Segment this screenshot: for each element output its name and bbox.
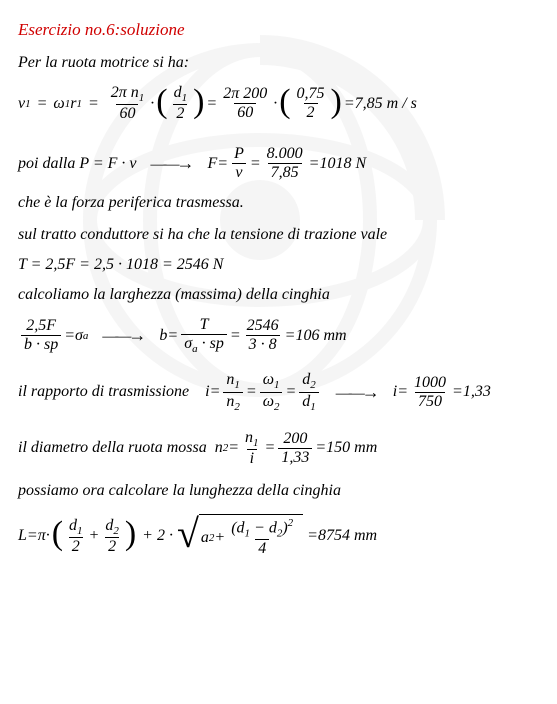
equation-T: T = 2,5F = 2,5 · 1018 = 2546 N	[18, 256, 539, 274]
arrow-icon	[151, 153, 194, 174]
paragraph-7: possiamo ora calcolare la lunghezza dell…	[18, 482, 539, 500]
equation-width: 2,5Fb · sp = σa b = Tσa · sp = 25463 · 8…	[18, 316, 539, 355]
paragraph-1: Per la ruota motrice si ha:	[18, 54, 539, 72]
paragraph-4: calcoliamo la larghezza (massima) della …	[18, 286, 539, 304]
paragraph-3: sul tratto conduttore si ha che la tensi…	[18, 226, 539, 244]
equation-power: poi dalla P = F · v F = Pv = 8.0007,85 =…	[18, 145, 539, 182]
equation-diameter: il diametro della ruota mossa n2 = n1i =…	[18, 429, 539, 468]
arrow-icon	[102, 325, 145, 346]
equation-ratio: il rapporto di trasmissione i = n1n2 = ω…	[18, 371, 539, 412]
paragraph-2b: che è la forza periferica trasmessa.	[18, 194, 539, 212]
equation-length: L = π · d12 + d22 + 2 · √ a2 + (d1 − d2)…	[18, 514, 539, 559]
equation-v1: v1 = ω1r1 = 2π n160 · d12 = 2π 20060 · 0…	[18, 84, 539, 123]
exercise-title: Esercizio no.6:soluzione	[18, 20, 539, 40]
arrow-icon	[336, 382, 379, 403]
